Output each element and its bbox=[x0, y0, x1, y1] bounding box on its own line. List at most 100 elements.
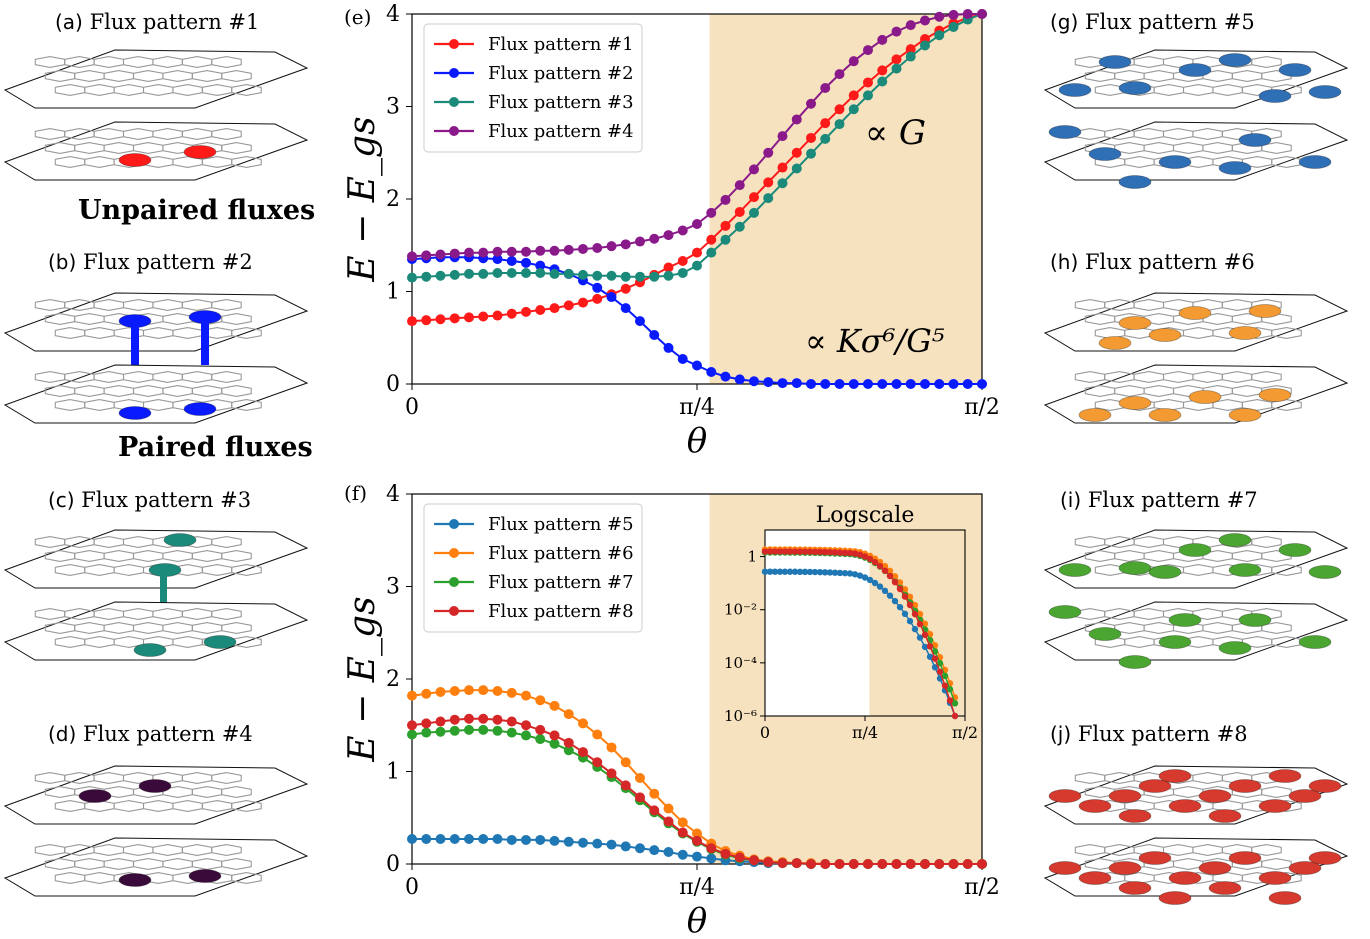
data-point bbox=[592, 757, 603, 768]
legend-entry: Flux pattern #3 bbox=[488, 92, 634, 113]
caption-g: (g) Flux pattern #5 bbox=[1050, 10, 1255, 34]
inset-data-point bbox=[926, 643, 934, 650]
data-point bbox=[563, 300, 574, 311]
data-point bbox=[592, 293, 603, 304]
flux-marker bbox=[1158, 155, 1192, 169]
inset-y-tick-label: 10⁻⁴ bbox=[724, 654, 757, 672]
data-point bbox=[435, 249, 446, 260]
flux-marker bbox=[1218, 641, 1252, 655]
hex-cell bbox=[221, 385, 252, 397]
data-point bbox=[862, 90, 873, 101]
data-point bbox=[677, 817, 688, 828]
hex-cell bbox=[34, 608, 66, 620]
unpaired-fluxes-label: Unpaired fluxes bbox=[78, 195, 316, 226]
flux-marker bbox=[1048, 861, 1082, 875]
inset-data-point bbox=[796, 548, 804, 555]
inset-data-point bbox=[781, 568, 789, 575]
flux-marker bbox=[1118, 316, 1152, 330]
inset-data-point bbox=[776, 568, 784, 575]
lattice-layer bbox=[3, 765, 309, 825]
data-point bbox=[592, 243, 603, 254]
flux-marker bbox=[1118, 655, 1152, 669]
flux-marker bbox=[1208, 881, 1242, 895]
x-axis-label: θ bbox=[687, 421, 707, 461]
y-tick-label: 2 bbox=[386, 667, 400, 692]
legend-marker bbox=[449, 548, 459, 558]
data-point bbox=[521, 690, 532, 701]
hex-cell bbox=[221, 313, 252, 325]
data-point bbox=[492, 714, 503, 725]
data-point bbox=[919, 379, 930, 389]
flux-marker bbox=[1118, 881, 1152, 895]
data-point bbox=[663, 270, 674, 281]
data-point bbox=[421, 727, 432, 738]
data-point bbox=[905, 379, 916, 389]
inset-data-point bbox=[901, 586, 909, 593]
inset-data-point bbox=[866, 576, 874, 584]
data-point bbox=[464, 268, 475, 279]
caption-c: (c) Flux pattern #3 bbox=[48, 488, 252, 512]
inset-data-point bbox=[776, 548, 784, 555]
data-point bbox=[862, 379, 873, 389]
legend-box bbox=[423, 503, 643, 633]
hex-cell bbox=[1271, 564, 1302, 576]
flux-marker bbox=[1048, 125, 1082, 139]
flux-marker bbox=[1158, 635, 1192, 649]
data-point bbox=[649, 233, 660, 244]
flux-marker bbox=[1218, 53, 1252, 67]
lattice-layer bbox=[3, 292, 309, 352]
data-point bbox=[877, 76, 888, 87]
data-point bbox=[506, 687, 517, 698]
data-point bbox=[506, 716, 517, 727]
data-point bbox=[905, 20, 916, 31]
panel-label-e: (e) bbox=[344, 5, 371, 29]
legend-marker bbox=[449, 577, 459, 587]
inset-y-tick-label: 10⁻² bbox=[724, 601, 757, 619]
inset-data-point bbox=[886, 572, 894, 580]
lattice-layer bbox=[3, 601, 309, 661]
hex-cell bbox=[1074, 844, 1106, 856]
data-point bbox=[720, 194, 731, 205]
inset-data-point bbox=[811, 568, 819, 576]
flux-marker bbox=[1108, 789, 1142, 803]
data-point bbox=[848, 379, 859, 389]
caption-i: (i) Flux pattern #7 bbox=[1060, 488, 1258, 512]
inset-data-point bbox=[856, 551, 864, 558]
flux-marker bbox=[1258, 89, 1292, 103]
inset-data-point bbox=[851, 550, 859, 557]
data-point bbox=[848, 90, 859, 101]
data-point bbox=[449, 313, 460, 324]
lattice-layer bbox=[3, 529, 309, 589]
data-point bbox=[464, 312, 475, 323]
flux-marker bbox=[1108, 861, 1142, 875]
flux-marker bbox=[1118, 561, 1152, 575]
data-point bbox=[521, 257, 532, 268]
flux-marker bbox=[118, 153, 152, 167]
inset-data-point bbox=[951, 700, 959, 707]
inset-data-point bbox=[871, 579, 879, 587]
data-point bbox=[464, 247, 475, 258]
inset-data-point bbox=[891, 597, 899, 605]
flux-marker bbox=[1098, 336, 1132, 350]
inset-data-point bbox=[901, 610, 909, 618]
inset-x-tick-label: π/2 bbox=[952, 723, 978, 742]
inset-data-point bbox=[791, 548, 799, 555]
data-point bbox=[606, 742, 617, 753]
inset-data-point bbox=[761, 568, 769, 575]
inset-data-point bbox=[921, 631, 929, 639]
lattice-pattern-5 bbox=[1043, 49, 1349, 189]
hex-cell bbox=[221, 786, 252, 798]
data-point bbox=[848, 859, 859, 869]
inset-data-point bbox=[936, 660, 944, 667]
inset-data-point bbox=[896, 585, 904, 593]
data-point bbox=[577, 718, 588, 729]
inset-data-point bbox=[871, 558, 879, 566]
data-point bbox=[620, 303, 631, 314]
inset-data-point bbox=[881, 587, 889, 595]
inset-data-point bbox=[771, 568, 779, 575]
data-point bbox=[492, 246, 503, 257]
data-point bbox=[478, 724, 489, 735]
inset-data-point bbox=[926, 653, 934, 660]
flux-marker bbox=[1218, 161, 1252, 175]
y-tick-label: 4 bbox=[386, 2, 400, 27]
